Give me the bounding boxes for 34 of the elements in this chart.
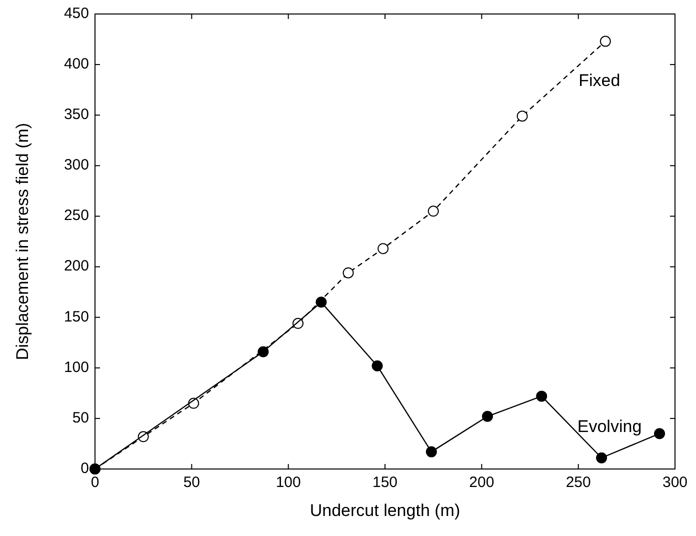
x-tick-label: 100 [276,474,301,491]
point [536,390,548,402]
y-tick-label: 100 [64,358,89,376]
series-label: Fixed [578,70,620,90]
y-tick-label: 50 [72,409,89,426]
point [258,346,269,358]
x-tick-label: 150 [372,474,398,491]
x-tick-label: 250 [566,474,591,491]
legend-label: Evolving [577,417,642,436]
y-tick-label: 300 [64,156,89,174]
point [516,110,528,122]
y-tick-label: 250 [64,207,89,224]
point [600,36,611,47]
y-tick-label: 200 [64,258,89,275]
x-axis-title: Undercut length (m) [310,501,460,520]
point [372,360,383,372]
point [378,243,389,254]
point [342,267,354,278]
x-tick-label: 300 [662,474,688,491]
x-tick-label: 200 [469,474,494,491]
y-tick-label: 350 [64,106,89,124]
y-tick-label: 150 [64,308,89,326]
x-tick-label: 50 [183,474,200,491]
point [426,446,437,458]
point [316,296,327,308]
y-axis-title: Displacement in stress field (m) [13,122,32,360]
point [596,452,608,464]
point [482,410,493,422]
x-tick-label: 0 [90,474,100,491]
y-tick-label: 0 [80,460,89,477]
point [428,206,439,217]
y-tick-label: 450 [64,4,89,22]
point [654,428,666,440]
y-tick-label: 400 [64,56,89,73]
